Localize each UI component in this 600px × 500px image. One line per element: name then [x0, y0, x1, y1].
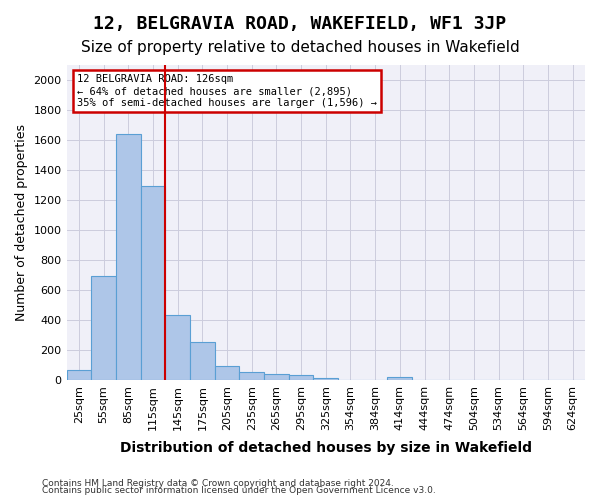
Bar — [116, 134, 140, 380]
Bar — [388, 377, 412, 380]
Bar — [215, 366, 239, 380]
Text: 12 BELGRAVIA ROAD: 126sqm
← 64% of detached houses are smaller (2,895)
35% of se: 12 BELGRAVIA ROAD: 126sqm ← 64% of detac… — [77, 74, 377, 108]
Bar — [140, 186, 165, 380]
Bar — [264, 374, 289, 380]
Bar — [67, 370, 91, 380]
Y-axis label: Number of detached properties: Number of detached properties — [15, 124, 28, 321]
Text: Size of property relative to detached houses in Wakefield: Size of property relative to detached ho… — [80, 40, 520, 55]
X-axis label: Distribution of detached houses by size in Wakefield: Distribution of detached houses by size … — [120, 441, 532, 455]
Text: Contains HM Land Registry data © Crown copyright and database right 2024.: Contains HM Land Registry data © Crown c… — [42, 478, 394, 488]
Bar — [289, 376, 313, 380]
Bar — [91, 276, 116, 380]
Bar — [239, 372, 264, 380]
Text: Contains public sector information licensed under the Open Government Licence v3: Contains public sector information licen… — [42, 486, 436, 495]
Bar — [190, 342, 215, 380]
Bar — [313, 378, 338, 380]
Text: 12, BELGRAVIA ROAD, WAKEFIELD, WF1 3JP: 12, BELGRAVIA ROAD, WAKEFIELD, WF1 3JP — [94, 15, 506, 33]
Bar — [165, 314, 190, 380]
